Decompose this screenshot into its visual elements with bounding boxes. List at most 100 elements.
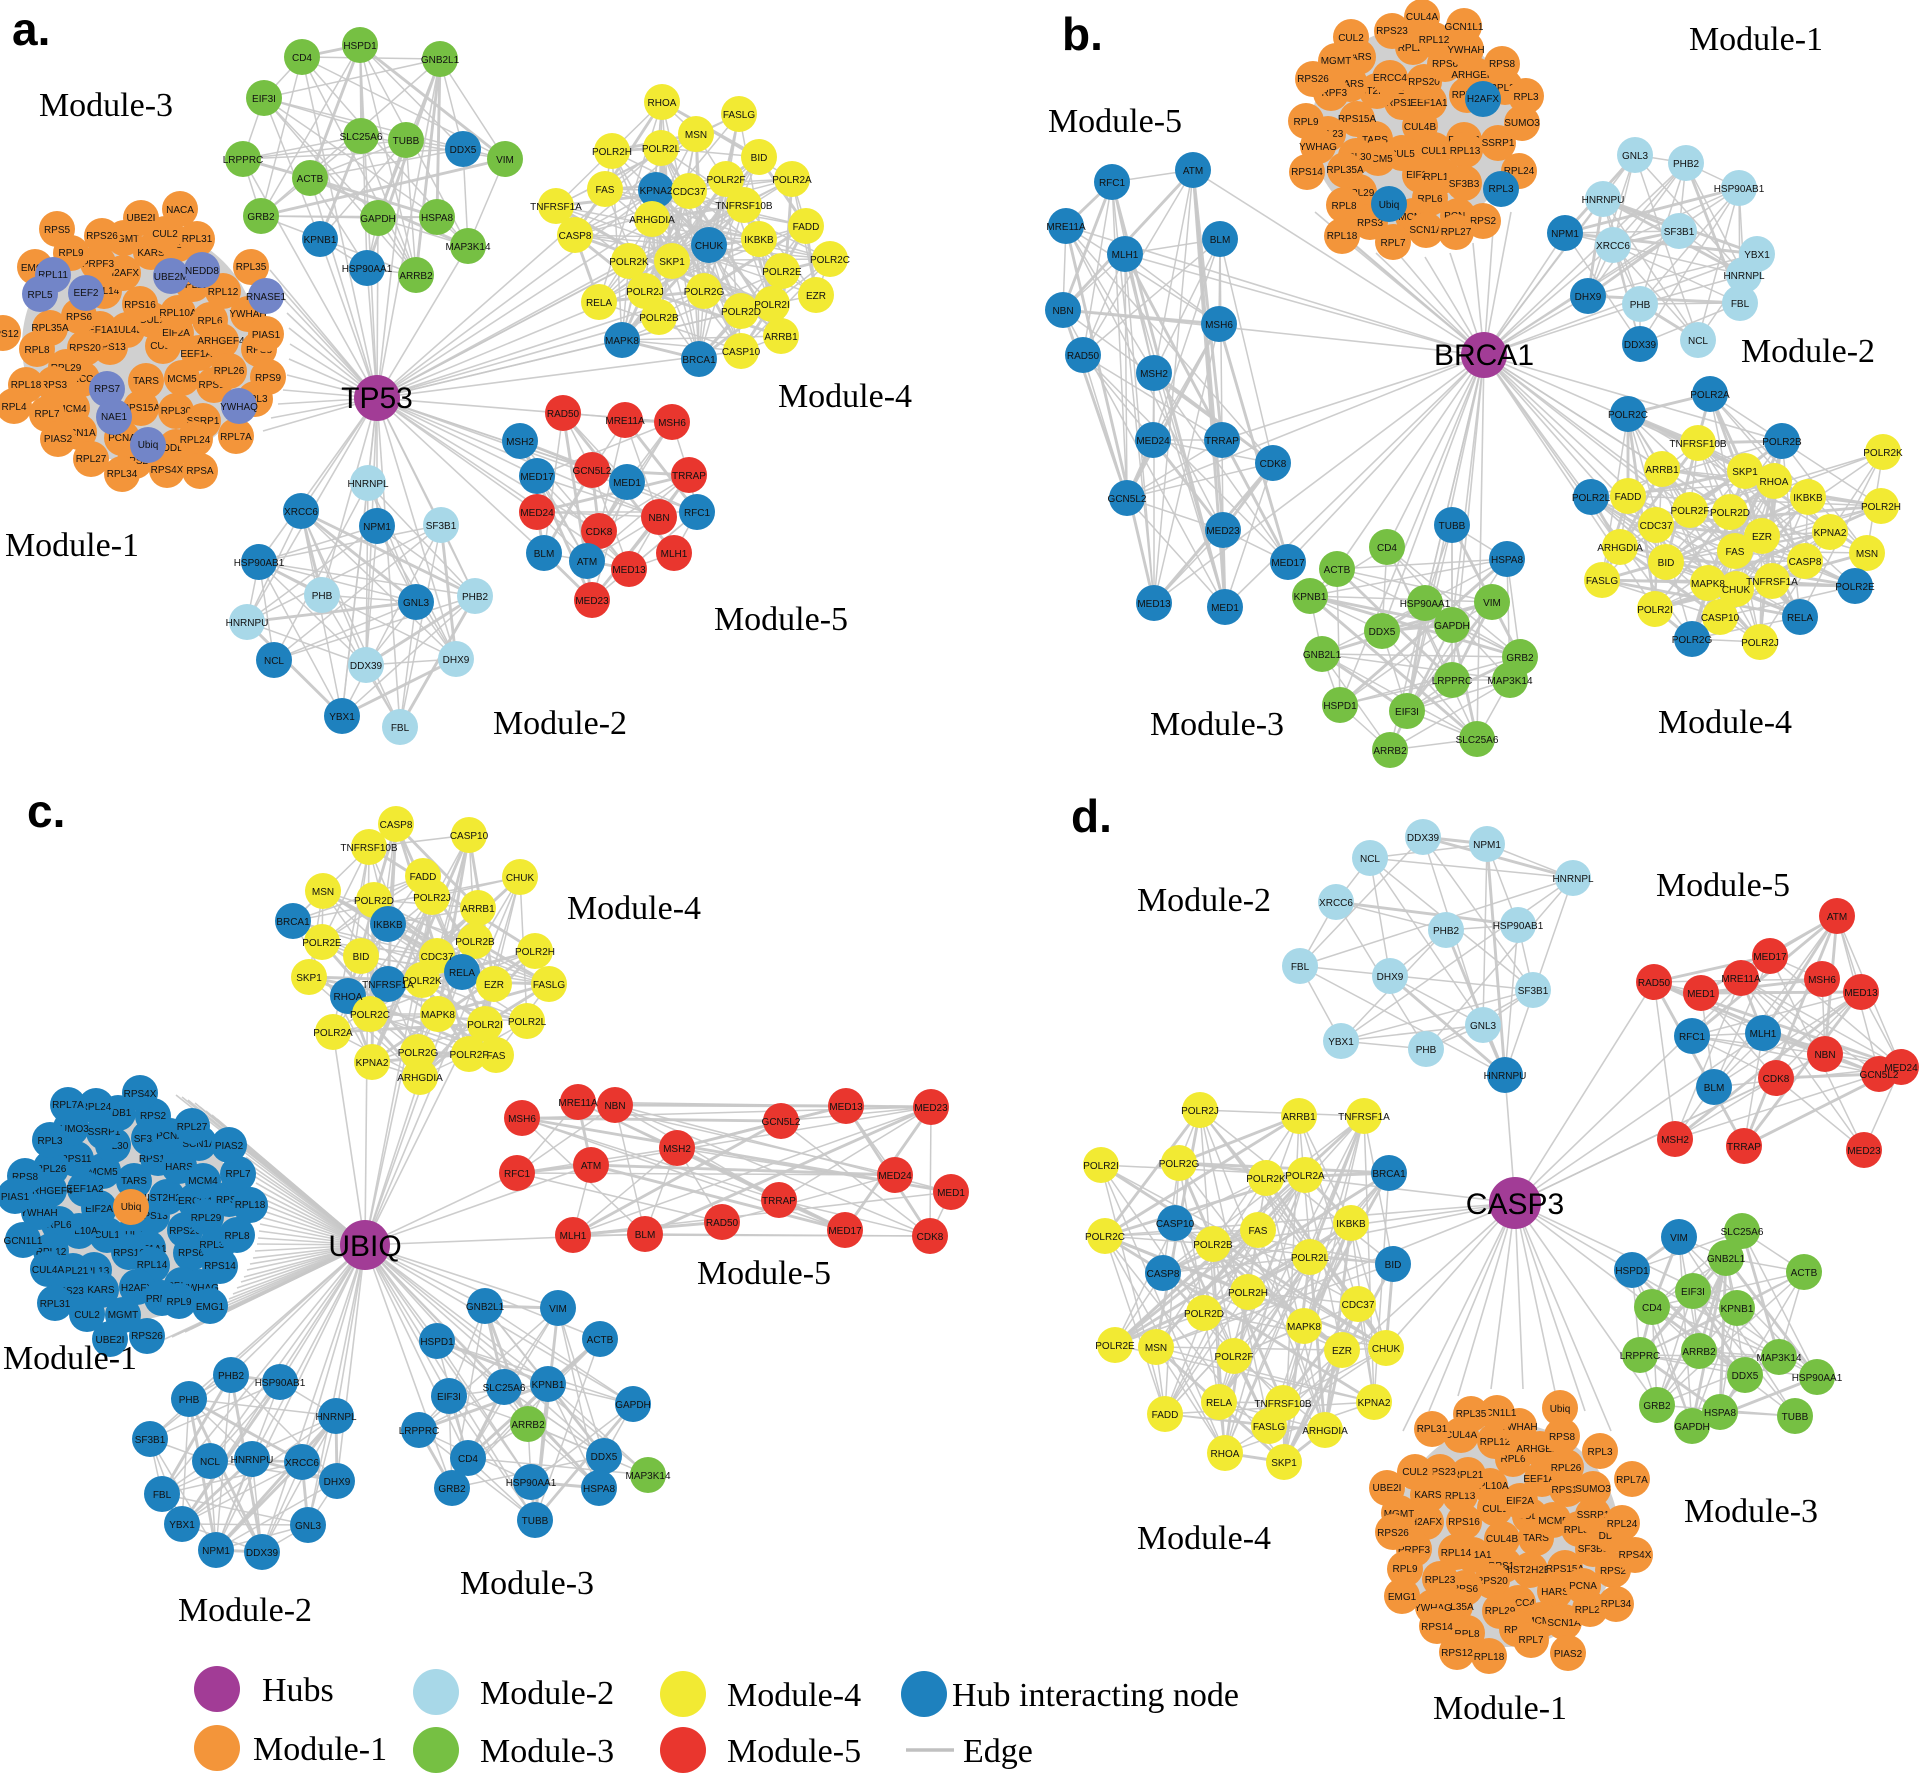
svg-text:RPL35: RPL35	[1456, 1409, 1487, 1420]
svg-text:POLR2A: POLR2A	[1690, 390, 1730, 401]
svg-text:MSH6: MSH6	[1205, 320, 1233, 331]
svg-text:RPL27: RPL27	[177, 1122, 208, 1133]
svg-text:CUL1: CUL1	[1421, 146, 1447, 157]
svg-text:TNFRSF10B: TNFRSF10B	[1669, 439, 1727, 450]
svg-text:Module-4: Module-4	[567, 890, 701, 927]
svg-text:EZR: EZR	[1752, 532, 1772, 543]
svg-text:DDX39: DDX39	[1624, 340, 1657, 351]
svg-text:RPL8: RPL8	[224, 1231, 249, 1242]
svg-text:MED13: MED13	[829, 1102, 863, 1113]
svg-text:RPS13: RPS13	[94, 342, 126, 353]
svg-text:Module-5: Module-5	[697, 1255, 831, 1292]
svg-text:GCN5L2: GCN5L2	[1108, 494, 1147, 505]
svg-text:RPS8: RPS8	[1549, 1432, 1576, 1443]
svg-text:ARRB1: ARRB1	[764, 332, 798, 343]
svg-text:RPL27: RPL27	[76, 454, 107, 465]
svg-text:ARHGEF4: ARHGEF4	[1516, 1444, 1564, 1455]
svg-text:KARS: KARS	[137, 248, 165, 259]
svg-text:TARS: TARS	[133, 376, 159, 387]
svg-text:HIST2H2BE: HIST2H2BE	[140, 1193, 195, 1204]
svg-text:RPL8: RPL8	[1331, 201, 1356, 212]
svg-text:Module-3: Module-3	[460, 1565, 594, 1602]
svg-text:CHUK: CHUK	[506, 873, 535, 884]
svg-text:KPNA2: KPNA2	[640, 186, 673, 197]
svg-text:MSH6: MSH6	[1808, 975, 1836, 986]
svg-text:POLR2A: POLR2A	[1285, 1171, 1325, 1182]
svg-text:RPL7: RPL7	[34, 409, 59, 420]
svg-text:RPS15A: RPS15A	[1338, 114, 1377, 125]
svg-text:DDX5: DDX5	[450, 145, 477, 156]
svg-text:CDK8: CDK8	[1763, 1074, 1790, 1085]
svg-text:IKBKB: IKBKB	[373, 920, 403, 931]
svg-text:POLR2L: POLR2L	[508, 1017, 547, 1028]
svg-text:CASP8: CASP8	[380, 820, 413, 831]
svg-text:TNFRSF1A: TNFRSF1A	[362, 980, 414, 991]
svg-text:NCL: NCL	[1688, 336, 1708, 347]
svg-text:Module-5: Module-5	[727, 1733, 861, 1770]
svg-text:RAD50: RAD50	[1067, 351, 1100, 362]
svg-text:RPS26: RPS26	[131, 1331, 163, 1342]
svg-text:PRPF3: PRPF3	[1398, 1545, 1431, 1556]
svg-text:POLR2J: POLR2J	[1181, 1106, 1219, 1117]
svg-text:Module-1: Module-1	[253, 1731, 387, 1768]
svg-text:SCN1A: SCN1A	[62, 428, 96, 439]
svg-text:TRRAP: TRRAP	[762, 1196, 796, 1207]
svg-text:RPL9: RPL9	[58, 248, 83, 259]
svg-text:RPL7A: RPL7A	[52, 1100, 84, 1111]
svg-text:RPS3: RPS3	[216, 1195, 243, 1206]
svg-text:RPL5: RPL5	[27, 290, 52, 301]
svg-text:RPS7: RPS7	[94, 384, 121, 395]
svg-text:LRPPRC: LRPPRC	[1620, 1351, 1661, 1362]
svg-text:MED13: MED13	[1844, 988, 1878, 999]
svg-text:HNRNPU: HNRNPU	[1582, 195, 1625, 206]
svg-text:CDK8: CDK8	[586, 527, 613, 538]
svg-text:CASP8: CASP8	[1147, 1269, 1180, 1280]
svg-text:CUL1: CUL1	[94, 1230, 120, 1241]
svg-text:EIF3I: EIF3I	[252, 94, 276, 105]
svg-text:RPL31: RPL31	[182, 234, 213, 245]
svg-text:RPL12: RPL12	[208, 287, 239, 298]
svg-text:RPS20: RPS20	[169, 1226, 201, 1237]
svg-text:PIAS2: PIAS2	[1554, 1649, 1583, 1660]
svg-text:FBL: FBL	[1291, 962, 1310, 973]
svg-text:YBX1: YBX1	[169, 1520, 195, 1531]
svg-text:CUL1: CUL1	[139, 315, 165, 326]
svg-text:NPM1: NPM1	[363, 522, 391, 533]
svg-text:FAS: FAS	[596, 185, 615, 196]
svg-text:HSP90AB1: HSP90AB1	[255, 1378, 306, 1389]
svg-text:MED17: MED17	[828, 1226, 862, 1237]
svg-text:UBE2I: UBE2I	[1373, 1483, 1402, 1494]
svg-text:RPS8: RPS8	[12, 1172, 39, 1183]
svg-text:POLR2C: POLR2C	[810, 255, 850, 266]
svg-text:DHX9: DHX9	[324, 1477, 351, 1488]
svg-text:TUBB: TUBB	[1782, 1412, 1809, 1423]
svg-text:HSP90AA1: HSP90AA1	[1400, 599, 1451, 610]
svg-text:Module-2: Module-2	[1741, 333, 1875, 370]
svg-text:ARRB2: ARRB2	[511, 1420, 545, 1431]
svg-text:RPS15A: RPS15A	[1546, 1564, 1585, 1575]
svg-text:MLH1: MLH1	[560, 1231, 587, 1242]
svg-text:SKP1: SKP1	[659, 257, 685, 268]
svg-text:Module-2: Module-2	[1137, 882, 1271, 919]
svg-text:NBN: NBN	[604, 1101, 625, 1112]
svg-text:RAD50: RAD50	[1638, 978, 1671, 989]
svg-text:PHB2: PHB2	[1673, 159, 1700, 170]
svg-text:RPL26: RPL26	[214, 366, 245, 377]
svg-text:MLH1: MLH1	[1112, 250, 1139, 261]
svg-text:POLR2K: POLR2K	[609, 257, 649, 268]
svg-text:RPL24: RPL24	[180, 435, 211, 446]
svg-text:RPL6: RPL6	[46, 1220, 71, 1231]
svg-text:POLR2G: POLR2G	[684, 287, 725, 298]
svg-text:FADD: FADD	[1615, 492, 1642, 503]
svg-text:RPS2: RPS2	[1470, 216, 1497, 227]
svg-text:ARHGEF4: ARHGEF4	[25, 1186, 73, 1197]
svg-text:RAD50: RAD50	[706, 1218, 739, 1229]
svg-text:MED24: MED24	[520, 508, 554, 519]
svg-text:MAPK8: MAPK8	[605, 336, 639, 347]
svg-text:RPL7: RPL7	[1518, 1635, 1543, 1646]
svg-text:Module-5: Module-5	[1048, 103, 1182, 140]
svg-text:GNB2L1: GNB2L1	[1707, 1254, 1746, 1265]
svg-text:LRPPRC: LRPPRC	[399, 1426, 440, 1437]
svg-text:RPL6: RPL6	[1417, 194, 1442, 205]
svg-text:GAPDH: GAPDH	[1674, 1422, 1710, 1433]
